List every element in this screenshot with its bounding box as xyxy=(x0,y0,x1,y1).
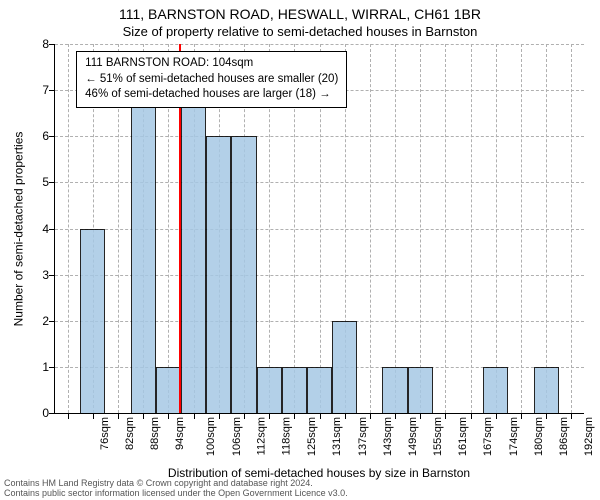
footer-attribution: Contains HM Land Registry data © Crown c… xyxy=(4,479,596,499)
y-tick-label: 1 xyxy=(31,360,49,374)
gridline-vertical xyxy=(420,44,421,413)
y-axis-label: Number of semi-detached properties xyxy=(11,132,25,327)
y-tick-label: 6 xyxy=(31,129,49,143)
x-tick-label: 161sqm xyxy=(457,417,469,456)
bar xyxy=(382,367,407,413)
x-tick-label: 131sqm xyxy=(331,417,343,456)
y-tick-label: 0 xyxy=(31,406,49,420)
x-tick xyxy=(370,413,371,419)
bar xyxy=(80,229,105,414)
x-tick-label: 125sqm xyxy=(306,417,318,456)
bar xyxy=(156,367,181,413)
x-tick-label: 82sqm xyxy=(124,417,136,450)
x-tick xyxy=(269,413,270,419)
title-line-2: Size of property relative to semi-detach… xyxy=(0,24,600,39)
x-tick-label: 106sqm xyxy=(231,417,243,456)
x-tick-label: 118sqm xyxy=(280,417,292,455)
y-tick-label: 4 xyxy=(31,222,49,236)
x-tick xyxy=(546,413,547,419)
x-tick-label: 137sqm xyxy=(357,417,369,456)
bar xyxy=(534,367,559,413)
x-tick xyxy=(571,413,572,419)
gridline-vertical xyxy=(395,44,396,413)
x-tick-label: 180sqm xyxy=(533,417,545,456)
x-tick xyxy=(521,413,522,419)
x-tick xyxy=(445,413,446,419)
x-tick-label: 167sqm xyxy=(483,417,495,456)
gridline-vertical xyxy=(471,44,472,413)
gridline-vertical xyxy=(445,44,446,413)
x-tick xyxy=(345,413,346,419)
x-tick xyxy=(194,413,195,419)
x-tick xyxy=(471,413,472,419)
y-tick-label: 8 xyxy=(31,37,49,51)
x-tick xyxy=(420,413,421,419)
y-tick-label: 7 xyxy=(31,83,49,97)
y-tick-label: 5 xyxy=(31,175,49,189)
gridline-vertical xyxy=(370,44,371,413)
x-tick xyxy=(219,413,220,419)
x-tick xyxy=(68,413,69,419)
x-tick xyxy=(118,413,119,419)
x-tick-label: 155sqm xyxy=(432,417,444,456)
bar xyxy=(131,90,156,413)
y-axis-label-wrap: Number of semi-detached properties xyxy=(10,44,26,414)
gridline-vertical xyxy=(496,44,497,413)
x-tick xyxy=(244,413,245,419)
x-tick-label: 149sqm xyxy=(407,417,419,456)
title-line-1: 111, BARNSTON ROAD, HESWALL, WIRRAL, CH6… xyxy=(0,6,600,22)
x-tick xyxy=(168,413,169,419)
x-tick-label: 94sqm xyxy=(174,417,186,450)
y-tick-label: 2 xyxy=(31,314,49,328)
x-tick xyxy=(93,413,94,419)
gridline-vertical xyxy=(68,44,69,413)
x-tick-label: 88sqm xyxy=(149,417,161,450)
gridline-vertical xyxy=(521,44,522,413)
x-tick xyxy=(395,413,396,419)
x-tick xyxy=(320,413,321,419)
x-tick xyxy=(294,413,295,419)
x-tick-label: 143sqm xyxy=(382,417,394,456)
x-tick xyxy=(143,413,144,419)
bar xyxy=(408,367,433,413)
gridline-vertical xyxy=(546,44,547,413)
y-tick-label: 3 xyxy=(31,268,49,282)
bar xyxy=(181,90,206,413)
bar xyxy=(332,321,357,413)
x-tick-label: 174sqm xyxy=(508,417,520,456)
bar xyxy=(206,136,231,413)
x-tick-label: 100sqm xyxy=(205,417,217,456)
x-tick-label: 112sqm xyxy=(255,417,267,455)
legend-line-1: 111 BARNSTON ROAD: 104sqm xyxy=(85,56,338,72)
gridline-vertical xyxy=(571,44,572,413)
legend-line-2: ← 51% of semi-detached houses are smalle… xyxy=(85,72,338,88)
x-tick-label: 192sqm xyxy=(583,417,595,456)
legend-line-3: 46% of semi-detached houses are larger (… xyxy=(85,87,338,103)
footer-line-2: Contains public sector information licen… xyxy=(4,489,596,499)
legend-box: 111 BARNSTON ROAD: 104sqm← 51% of semi-d… xyxy=(76,51,347,108)
x-tick xyxy=(496,413,497,419)
chart-container: 111, BARNSTON ROAD, HESWALL, WIRRAL, CH6… xyxy=(0,0,600,500)
plot-area: 01234567876sqm82sqm88sqm94sqm100sqm106sq… xyxy=(54,44,584,414)
x-tick-label: 186sqm xyxy=(558,417,570,456)
bar xyxy=(307,367,332,413)
bar xyxy=(483,367,508,413)
bar xyxy=(257,367,282,413)
bar xyxy=(231,136,256,413)
bar xyxy=(282,367,307,413)
y-tick xyxy=(49,413,55,414)
x-tick-label: 76sqm xyxy=(99,417,111,450)
